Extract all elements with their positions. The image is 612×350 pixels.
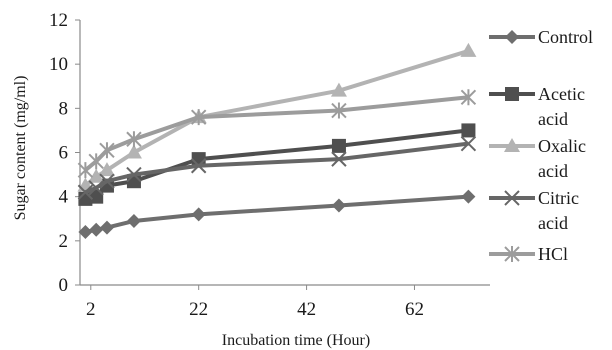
x-tick-label: 22 (189, 299, 208, 320)
data-point-hcl (331, 102, 347, 119)
y-tick-label: 12 (49, 10, 68, 31)
series-line-acetic-acid (84, 128, 469, 201)
data-point-oxalic-acid (330, 82, 347, 97)
legend-marker-acetic-acid (505, 87, 519, 101)
asterisk-marker (331, 102, 347, 119)
square-marker (505, 87, 519, 101)
legend-label: Acetic (538, 84, 585, 104)
data-point-control (331, 198, 346, 213)
asterisk-marker (460, 89, 477, 106)
square-marker (331, 138, 346, 153)
diamond-marker (461, 189, 476, 204)
y-tick-label: 8 (59, 98, 69, 119)
data-point-oxalic-acid (98, 162, 115, 177)
x-axis-title: Incubation time (Hour) (222, 332, 370, 349)
legend-item-citric-acid: Citric acid (489, 188, 579, 233)
y-tick-label: 0 (59, 275, 69, 296)
asterisk-marker (126, 131, 142, 148)
diamond-marker (99, 220, 114, 235)
legend-label: Oxalic (538, 136, 586, 156)
x-marker (190, 158, 207, 174)
data-point-oxalic-acid (88, 168, 105, 183)
x-marker (88, 180, 104, 196)
data-point-acetic-acid (89, 189, 104, 204)
data-point-control (191, 207, 206, 222)
diamond-marker (126, 213, 141, 228)
legend-item-hcl: HCl (489, 244, 568, 264)
data-point-control (78, 225, 93, 239)
triangle-marker (504, 138, 520, 152)
diamond-marker (89, 222, 104, 237)
x-marker (99, 173, 115, 189)
y-axis-title: Sugar content (mg/ml) (12, 76, 29, 221)
data-point-citric-acid (77, 184, 94, 200)
y-tick-label: 10 (49, 54, 68, 75)
y-tick-label: 4 (59, 187, 69, 208)
asterisk-marker (190, 109, 207, 126)
asterisk-marker (504, 246, 520, 262)
triangle-marker (125, 144, 142, 159)
legend-label: acid (538, 161, 568, 181)
asterisk-marker (99, 142, 115, 159)
data-point-citric-acid (99, 173, 115, 189)
x-tick-label: 2 (86, 299, 96, 320)
data-point-oxalic-acid (460, 42, 477, 57)
data-point-acetic-acid (331, 138, 346, 153)
legend-marker-citric-acid (504, 190, 520, 206)
data-point-acetic-acid (461, 123, 476, 138)
data-point-hcl (460, 89, 477, 106)
square-marker (89, 189, 104, 204)
data-point-control (99, 220, 114, 235)
triangle-marker (98, 162, 115, 177)
triangle-marker (330, 82, 347, 97)
triangle-marker (88, 168, 105, 183)
data-point-citric-acid (88, 180, 104, 196)
series-line-oxalic-acid (84, 49, 470, 188)
legend-label: Control (538, 27, 593, 47)
x-marker (331, 151, 347, 167)
diamond-marker (78, 225, 93, 239)
square-marker (461, 123, 476, 138)
asterisk-marker (77, 162, 94, 179)
legend-item-acetic-acid: Acetic acid (489, 84, 585, 129)
data-point-citric-acid (331, 151, 347, 167)
legend-marker-hcl (504, 246, 520, 262)
data-point-control (126, 213, 141, 228)
data-point-citric-acid (460, 135, 477, 152)
data-point-citric-acid (126, 166, 142, 183)
series-line-control (84, 194, 469, 234)
legend-item-oxalic-acid: Oxalic acid (489, 136, 586, 181)
data-point-hcl (126, 131, 142, 148)
legend-marker-oxalic-acid (504, 138, 520, 152)
diamond-marker (331, 198, 346, 213)
data-point-hcl (190, 109, 207, 126)
diamond-marker (191, 207, 206, 222)
legend: Control Acetic acid Oxalic acid Citric acid HCl (489, 27, 593, 264)
diamond-marker (505, 30, 519, 44)
x-marker (504, 190, 520, 206)
legend-item-control: Control (489, 27, 593, 47)
x-marker (77, 184, 94, 200)
legend-label: Citric (538, 188, 579, 208)
x-tick-label: 42 (297, 299, 316, 320)
legend-label: acid (538, 109, 568, 129)
x-marker (126, 166, 142, 183)
legend-label: acid (538, 213, 568, 233)
data-point-control (461, 189, 476, 204)
y-tick-label: 2 (59, 231, 69, 252)
legend-marker-control (505, 30, 519, 44)
legend-label: HCl (538, 244, 568, 264)
x-marker (460, 135, 477, 152)
data-point-citric-acid (190, 158, 207, 174)
series-line-hcl (84, 95, 469, 172)
y-tick-label: 6 (59, 143, 69, 164)
x-tick-label: 62 (405, 299, 424, 320)
data-point-oxalic-acid (125, 144, 142, 159)
data-point-control (89, 222, 104, 237)
data-point-hcl (77, 162, 94, 179)
data-point-hcl (99, 142, 115, 159)
triangle-marker (460, 42, 477, 57)
